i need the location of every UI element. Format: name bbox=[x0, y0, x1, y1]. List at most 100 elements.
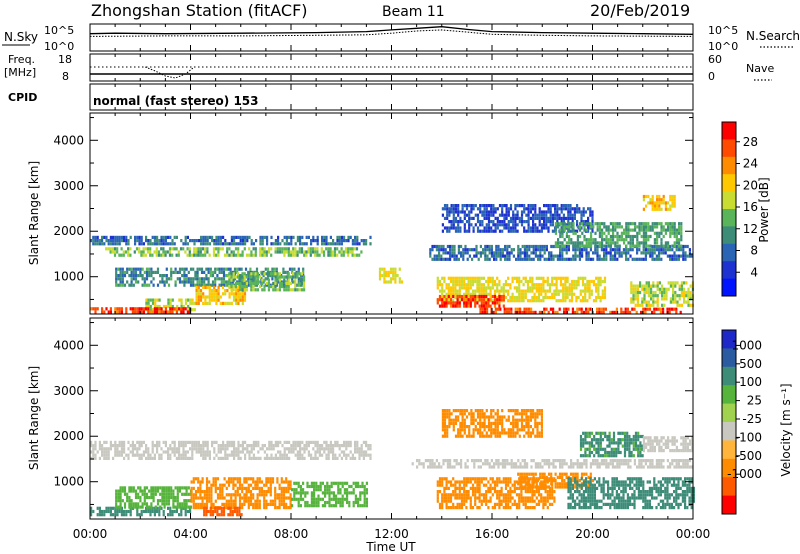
power-cell-10 bbox=[447, 294, 450, 299]
power-cell-1 bbox=[250, 250, 253, 254]
velocity-cell-5 bbox=[321, 497, 324, 501]
power-cell-13 bbox=[565, 234, 568, 239]
power-cell-12 bbox=[567, 213, 570, 217]
power-cell-1 bbox=[182, 247, 185, 251]
power-cell-9 bbox=[531, 279, 534, 284]
power-cell-4 bbox=[164, 310, 167, 314]
power-cell-8 bbox=[682, 257, 685, 261]
power-cell-11 bbox=[483, 307, 486, 311]
velocity-cell-0 bbox=[228, 444, 231, 448]
velocity-cell-0 bbox=[162, 450, 165, 454]
velocity-cell-0 bbox=[105, 456, 108, 460]
power-cell-3 bbox=[187, 308, 190, 312]
power-cell-6 bbox=[281, 281, 284, 285]
velocity-cell-5 bbox=[341, 497, 344, 501]
velocity-cell-0 bbox=[129, 450, 132, 454]
power-cell-9 bbox=[467, 289, 470, 293]
power-cell-9 bbox=[441, 276, 444, 280]
power-cell-1 bbox=[241, 250, 244, 254]
velocity-cell-5 bbox=[365, 491, 368, 495]
power-cell-0 bbox=[147, 242, 150, 246]
power-cell-1 bbox=[267, 250, 271, 254]
power-cell-9 bbox=[487, 286, 490, 290]
power-cell-9 bbox=[590, 289, 593, 293]
power-cell-3 bbox=[191, 301, 194, 305]
velocity-cell-5 bbox=[348, 504, 351, 508]
power-cell-4 bbox=[175, 307, 178, 311]
power-cell-3 bbox=[193, 301, 196, 305]
power-cell-13 bbox=[554, 228, 557, 232]
power-cell-2 bbox=[139, 274, 142, 278]
power-cell-12 bbox=[459, 220, 462, 224]
power-cell-2 bbox=[233, 277, 237, 281]
power-cell-12 bbox=[487, 229, 491, 233]
velocity-cell-3 bbox=[260, 490, 264, 494]
velocity-cell-5 bbox=[350, 491, 353, 495]
velocity-cell-3 bbox=[247, 506, 250, 510]
power-cell-13 bbox=[629, 238, 632, 242]
power-cell-9 bbox=[601, 295, 604, 300]
power-cell-9 bbox=[452, 286, 455, 290]
power-cell-13 bbox=[568, 228, 571, 232]
power-cell-0 bbox=[277, 235, 280, 239]
power-cell-9 bbox=[463, 276, 466, 280]
velocity-cell-6 bbox=[649, 462, 652, 466]
power-cell-2 bbox=[174, 270, 177, 274]
power-cell-9 bbox=[502, 289, 505, 293]
velocity-cell-7 bbox=[463, 486, 466, 490]
power-cell-2 bbox=[189, 267, 193, 271]
power-cell-6 bbox=[287, 285, 290, 289]
power-cell-11 bbox=[481, 310, 484, 314]
power-cell-6 bbox=[267, 288, 270, 292]
power-cell-13 bbox=[645, 244, 648, 248]
velocity-cell-3 bbox=[227, 502, 231, 506]
velocity-cell-0 bbox=[365, 444, 368, 448]
power-cell-8 bbox=[644, 257, 647, 261]
power-cell-1 bbox=[329, 253, 332, 257]
power-cell-11 bbox=[580, 307, 583, 311]
power-cell-1 bbox=[186, 253, 189, 257]
velocity-cell-0 bbox=[321, 447, 324, 451]
velocity-cell-0 bbox=[272, 444, 275, 448]
velocity-cell-6 bbox=[510, 459, 513, 463]
power-cell-13 bbox=[656, 234, 659, 239]
power-cell-13 bbox=[612, 234, 615, 239]
velocity-cell-6 bbox=[484, 462, 487, 466]
velocity-cell-1 bbox=[162, 509, 165, 514]
power-cell-13 bbox=[631, 234, 634, 239]
power-cell-11 bbox=[620, 310, 623, 314]
power-cell-8 bbox=[462, 257, 465, 261]
power-cell-9 bbox=[562, 295, 565, 300]
power-cell-13 bbox=[561, 228, 564, 232]
power-cell-2 bbox=[264, 277, 267, 281]
power-cell-9 bbox=[436, 286, 439, 290]
power-cell-0 bbox=[112, 242, 115, 246]
velocity-cell-3 bbox=[249, 499, 253, 503]
velocity-cell-0 bbox=[358, 450, 361, 454]
velocity-cell-6 bbox=[486, 462, 489, 466]
velocity-cell-3 bbox=[223, 483, 226, 487]
power-cell-9 bbox=[518, 292, 521, 296]
power-cell-13 bbox=[642, 234, 645, 239]
power-cell-11 bbox=[565, 310, 568, 314]
power-cell-14 bbox=[654, 284, 657, 288]
velocity-cell-5 bbox=[315, 488, 318, 492]
velocity-cell-3 bbox=[282, 499, 286, 503]
velocity-cell-2 bbox=[134, 489, 138, 493]
power-cell-9 bbox=[546, 279, 549, 284]
velocity-cell-2 bbox=[174, 505, 177, 509]
power-cell-2 bbox=[141, 283, 144, 287]
velocity-cell-0 bbox=[120, 444, 123, 448]
power-cell-12 bbox=[463, 210, 466, 214]
power-cell-8 bbox=[444, 251, 447, 255]
velocity-cell-6 bbox=[488, 465, 491, 469]
velocity-cell-0 bbox=[360, 444, 363, 448]
velocity-cell-3 bbox=[190, 480, 193, 484]
power-cell-0 bbox=[125, 239, 128, 243]
power-cell-12 bbox=[509, 226, 513, 230]
power-cell-13 bbox=[651, 225, 654, 229]
power-cell-8 bbox=[686, 244, 689, 249]
power-cell-4 bbox=[153, 307, 156, 311]
power-cell-8 bbox=[545, 244, 548, 249]
velocity-cell-7 bbox=[480, 477, 483, 481]
